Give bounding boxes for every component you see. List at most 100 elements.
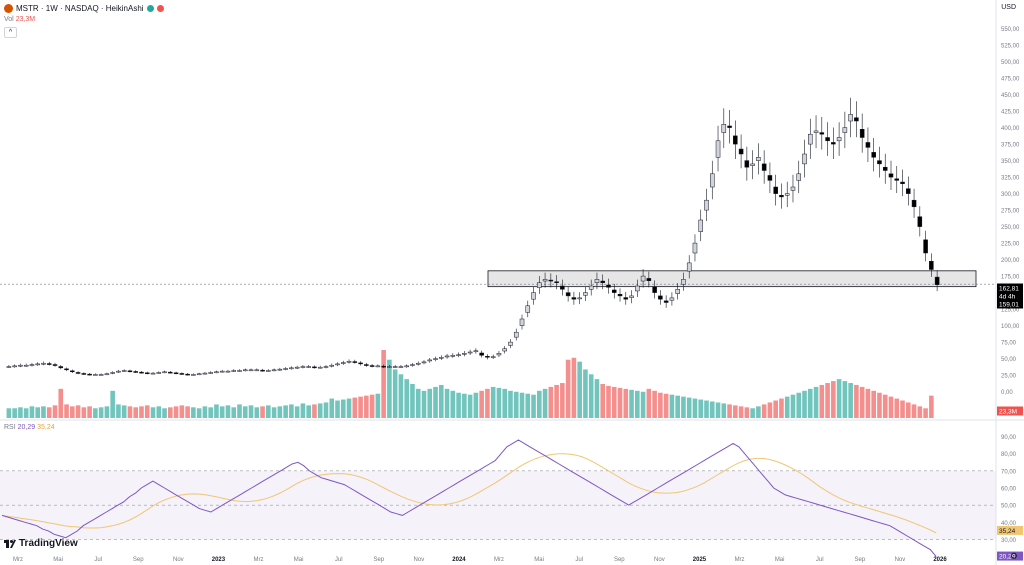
volume-bar <box>865 388 871 418</box>
candle-body <box>289 367 294 370</box>
time-tick-label: Sep <box>133 557 144 563</box>
candle-body <box>208 372 213 374</box>
price-tick-label: 550,00 <box>1001 27 1020 33</box>
volume-bar <box>479 390 484 418</box>
time-tick-label: Mrz <box>735 557 745 563</box>
volume-bar <box>242 406 248 418</box>
candle-body <box>738 148 744 155</box>
candle-body <box>686 262 692 272</box>
candle-body <box>87 373 92 376</box>
volume-bar <box>911 404 917 418</box>
candle-body <box>375 365 381 368</box>
volume-bar <box>929 395 934 418</box>
candle-body <box>64 368 69 371</box>
candle-body <box>600 280 605 283</box>
volume-bar <box>784 396 790 418</box>
low-price-label: 159,01 <box>999 302 1019 309</box>
rsi-tick-label: 40,00 <box>1001 521 1017 527</box>
time-tick-label: Nov <box>654 557 665 563</box>
rsi-tick-label: 80,00 <box>1001 452 1017 458</box>
currency-selector[interactable]: USD <box>1001 4 1016 11</box>
volume-bar <box>375 393 381 418</box>
volume-bar <box>346 398 352 418</box>
volume-bar <box>444 388 450 418</box>
low-price-label-bg <box>997 299 1023 309</box>
tradingview-logo[interactable]: TradingView <box>4 538 78 549</box>
volume-bar <box>681 396 686 418</box>
candle-body <box>121 370 127 372</box>
volume-bar <box>81 407 87 418</box>
candle-body <box>346 360 352 363</box>
volume-bar <box>646 388 652 418</box>
symbol-title[interactable]: MSTR · 1W · NASDAQ · HeikinAshi <box>16 4 144 13</box>
price-tick-label: 475,00 <box>1001 77 1020 83</box>
volume-bar <box>733 405 738 418</box>
volume-bar <box>6 408 12 418</box>
candle-body <box>698 219 704 232</box>
rsi-axis-bg <box>997 551 1023 561</box>
price-tick-label: 125,00 <box>1001 308 1020 314</box>
volume-bar <box>704 400 709 418</box>
volume-bar <box>335 400 340 418</box>
candle-body <box>150 372 156 375</box>
price-tick-label: 350,00 <box>1001 159 1020 165</box>
time-tick-label: Mai <box>53 557 63 563</box>
candle-body <box>900 181 905 184</box>
volume-bar <box>900 400 905 418</box>
volume-bar <box>237 404 242 418</box>
candle-body <box>283 368 288 370</box>
symbol-header[interactable]: MSTR · 1W · NASDAQ · HeikinAshi <box>4 4 164 13</box>
collapse-legend-button[interactable]: ^ <box>4 27 17 38</box>
price-tick-label: 300,00 <box>1001 192 1020 198</box>
volume-bar <box>542 388 548 418</box>
volume-bar <box>565 359 571 418</box>
rsi-legend-ma-value: 35,24 <box>37 424 55 431</box>
candle-body <box>502 348 507 352</box>
volume-bar <box>294 406 300 418</box>
volume-bar <box>744 407 750 418</box>
candle-body <box>93 374 98 376</box>
volume-bar <box>796 392 802 418</box>
volume-bar <box>18 407 23 418</box>
candle-body <box>202 372 208 375</box>
candle-body <box>52 364 58 366</box>
alert-status-icon <box>156 5 164 12</box>
candle-body <box>871 152 876 158</box>
candle-body <box>254 369 260 372</box>
candle-body <box>761 163 767 171</box>
time-tick-label: Mai <box>294 557 304 563</box>
candle-body <box>490 356 496 358</box>
candle-body <box>888 173 894 178</box>
volume-bar <box>813 386 819 418</box>
candle-body <box>410 364 415 366</box>
volume-bar <box>317 403 323 418</box>
volume-axis-label-bg <box>997 406 1023 416</box>
volume-bar <box>721 403 727 418</box>
candle-body <box>611 289 617 293</box>
volume-bar <box>127 406 133 418</box>
company-logo-icon <box>4 4 13 13</box>
volume-bar <box>121 405 127 418</box>
rsi-legend-value: 20,29 <box>17 424 36 431</box>
settings-gear-icon[interactable]: ⚙ <box>1009 551 1018 561</box>
volume-bar <box>848 383 853 418</box>
volume-bar <box>12 408 17 418</box>
candle-body <box>317 366 323 369</box>
candle-body <box>329 364 335 367</box>
volume-bar <box>23 408 29 418</box>
time-tick-label: Mrz <box>494 557 504 563</box>
volume-bar <box>611 386 617 418</box>
price-tick-label: 0,00 <box>1001 390 1013 396</box>
volume-bar <box>58 388 64 418</box>
price-tick-label: 275,00 <box>1001 209 1020 215</box>
volume-bar <box>433 386 438 418</box>
time-tick-label: 2024 <box>452 557 466 563</box>
candle-body <box>808 133 813 145</box>
candle-body <box>381 365 386 368</box>
candle-body <box>352 361 358 363</box>
candle-body <box>606 284 611 288</box>
volume-bar <box>46 407 52 418</box>
candle-body <box>554 281 559 283</box>
